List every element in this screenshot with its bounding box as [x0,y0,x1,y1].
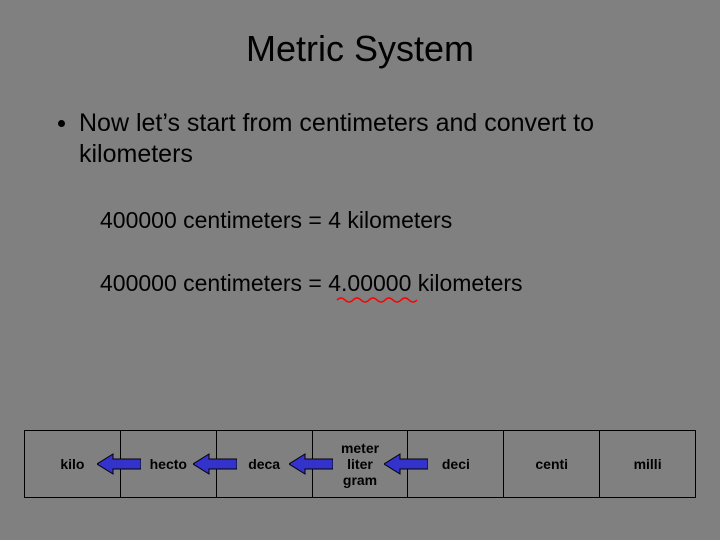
prefix-label: deci [442,456,470,472]
bullet-dot-icon [58,120,65,127]
prefix-table: kilo hecto deca meter liter gram deci ce… [24,430,696,498]
base-unit-gram: gram [343,472,377,488]
prefix-label: hecto [150,456,187,472]
conversion-line-1: 400000 centimeters = 4 kilometers [0,207,720,234]
arrow-left-icon [97,453,141,475]
arrow-left-icon [193,453,237,475]
conversion-line-2: 400000 centimeters = 4.00000 kilometers [0,270,720,297]
conversion-line-2-text: 400000 centimeters = 4.00000 kilometers [100,270,523,296]
bullet-item: Now let’s start from centimeters and con… [0,108,720,171]
prefix-label: deca [248,456,280,472]
cell-deci: deci [408,431,504,497]
cell-centi: centi [504,431,600,497]
arrow-left-icon [289,453,333,475]
base-unit-liter: liter [347,456,373,472]
cell-milli: milli [600,431,695,497]
prefix-label: kilo [60,456,84,472]
base-unit-meter: meter [341,440,379,456]
arrow-left-icon [384,453,428,475]
prefix-label: milli [634,456,662,472]
bullet-text: Now let’s start from centimeters and con… [79,108,680,171]
prefix-label: centi [535,456,568,472]
slide-title: Metric System [0,0,720,70]
squiggle-underline-icon [336,295,418,305]
